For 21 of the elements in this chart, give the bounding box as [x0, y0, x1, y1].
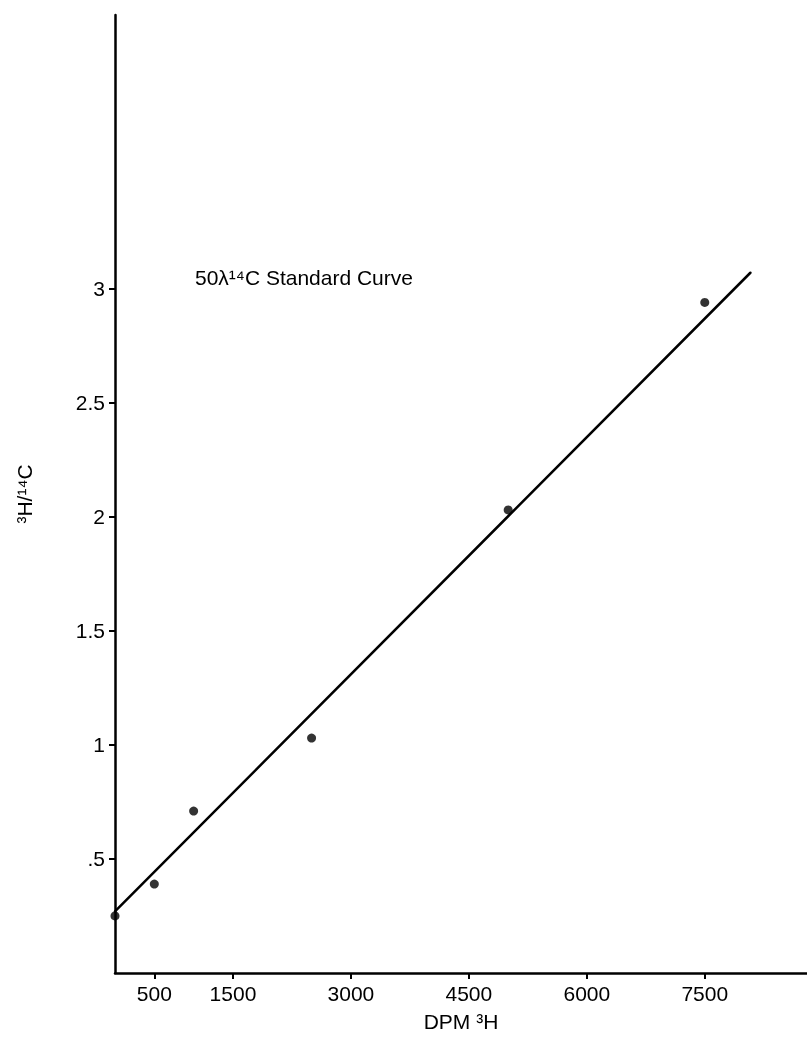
text: 50λ¹⁴C Standard Curve: [195, 266, 413, 289]
x-tick-label: 6000: [563, 982, 611, 1005]
y-axis-title: ³H/¹⁴C: [13, 464, 36, 524]
point: [110, 911, 120, 921]
y-tick-label: 1.5: [75, 619, 105, 643]
point: [503, 505, 513, 515]
x-tick-label: 7500: [681, 982, 729, 1005]
x-axis-title: DPM ³H: [423, 1010, 499, 1033]
y-tick-label: 3: [93, 277, 105, 301]
y-tick-label: 1: [93, 733, 105, 757]
y-tick-label: .5: [87, 847, 105, 871]
point: [149, 879, 159, 889]
x-tick-label: 500: [136, 982, 172, 1005]
x-tick-label: 4500: [445, 982, 493, 1005]
point: [189, 806, 199, 816]
x-tick-label: 3000: [327, 982, 375, 1005]
y-tick-label: 2.5: [75, 391, 105, 415]
y-tick-label: 2: [93, 505, 105, 529]
x-tick-label: 1500: [209, 982, 257, 1005]
point: [307, 733, 317, 743]
point: [700, 297, 710, 307]
